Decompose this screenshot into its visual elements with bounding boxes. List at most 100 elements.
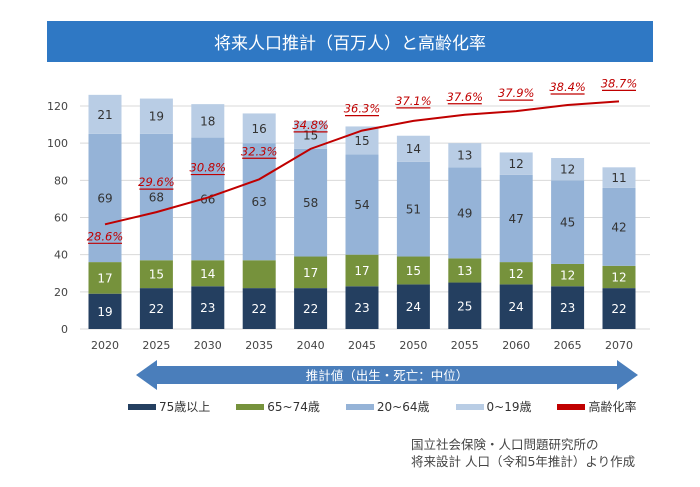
bar-data-label: 15	[354, 134, 369, 148]
bar-segment	[242, 143, 276, 261]
bar-segment	[345, 286, 379, 329]
x-tick-label: 2070	[605, 339, 633, 352]
bar-data-label: 15	[406, 264, 421, 278]
y-tick-label: 80	[54, 174, 68, 187]
line-data-label: 30.8%	[190, 161, 227, 175]
bar-segment	[294, 288, 328, 329]
bar-data-label: 17	[303, 266, 318, 280]
bar-data-label: 22	[149, 302, 164, 316]
bar-segment	[551, 263, 585, 287]
bar-segment	[448, 282, 482, 329]
bar-segment	[345, 154, 379, 255]
bar-data-label: 19	[149, 110, 164, 124]
line-data-label: 38.7%	[601, 76, 638, 90]
x-tick-label: 2020	[91, 339, 119, 352]
legend-item: 65~74歳	[236, 398, 320, 415]
bar-data-label: 22	[611, 302, 626, 316]
line-data-label: 28.6%	[87, 229, 124, 243]
bar-segment	[294, 148, 328, 257]
bar-segment	[191, 137, 225, 261]
x-tick-label: 2030	[194, 339, 222, 352]
bar-segment	[396, 256, 430, 285]
legend: 75歳以上 65~74歳 20~64歳 0~19歳 高齢化率	[128, 398, 636, 415]
x-tick-label: 2045	[348, 339, 376, 352]
bar-data-label: 11	[611, 171, 626, 185]
bar-data-label: 13	[457, 264, 472, 278]
y-tick-label: 60	[54, 212, 68, 225]
bar-data-label: 22	[303, 302, 318, 316]
bar-segment	[139, 260, 173, 289]
bar-data-label: 17	[354, 264, 369, 278]
x-tick-label: 2055	[451, 339, 479, 352]
bar-data-label: 25	[457, 299, 472, 313]
legend-item: 20~64歳	[345, 398, 430, 415]
x-tick-label: 2050	[399, 339, 427, 352]
bar-segment	[448, 143, 482, 168]
bar-segment	[396, 161, 430, 257]
legend-swatch	[128, 403, 156, 410]
bar-segment	[294, 256, 328, 289]
legend-swatch	[557, 403, 586, 410]
bar-data-label: 49	[457, 206, 472, 220]
bar-data-label: 24	[509, 300, 524, 314]
chart-title: 将来人口推計（百万人）と高齢化率	[47, 21, 653, 62]
line-data-label: 29.6%	[138, 175, 175, 189]
bar-segment	[88, 293, 122, 329]
bar-segment	[602, 265, 636, 289]
legend-label: 75歳以上	[159, 400, 211, 414]
bar-data-label: 69	[97, 191, 112, 205]
bar-data-label: 68	[149, 191, 164, 205]
bar-data-label: 18	[200, 114, 215, 128]
bar-data-label: 22	[252, 302, 267, 316]
bar-segment	[88, 262, 122, 294]
bar-segment	[602, 288, 636, 329]
line-data-label: 38.4%	[549, 80, 586, 94]
bar-segment	[499, 262, 533, 285]
bar-data-label: 42	[611, 220, 626, 234]
legend-swatch	[455, 403, 484, 410]
y-tick-label: 40	[54, 249, 68, 262]
bar-data-label: 24	[406, 300, 421, 314]
bar-data-label: 12	[509, 157, 524, 171]
legend-label: 高齢化率	[588, 400, 637, 414]
bar-data-label: 13	[457, 149, 472, 163]
bar-data-label: 51	[406, 203, 421, 217]
bar-data-label: 12	[560, 269, 575, 283]
legend-swatch	[236, 403, 265, 410]
source-line-1: 国立社会保険・人口問題研究所の	[411, 437, 599, 452]
bar-data-label: 23	[354, 301, 369, 315]
bar-data-label: 12	[560, 163, 575, 177]
bar-segment	[396, 135, 430, 162]
bar-data-label: 16	[252, 122, 267, 136]
bar-segment	[242, 288, 276, 329]
bar-data-label: 19	[97, 305, 112, 319]
bar-segment	[139, 288, 173, 329]
line-data-label: 32.3%	[241, 144, 278, 158]
y-tick-label: 120	[47, 100, 68, 113]
bar-segment	[602, 187, 636, 266]
line-data-label: 36.3%	[344, 102, 381, 116]
bar-segment	[242, 260, 276, 289]
bar-data-label: 47	[509, 212, 524, 226]
bar-data-label: 14	[200, 267, 215, 281]
line-data-label: 34.8%	[292, 118, 329, 132]
bar-data-label: 15	[149, 268, 164, 282]
bar-segment	[191, 286, 225, 329]
legend-label: 20~64歳	[376, 400, 430, 414]
x-tick-label: 2065	[554, 339, 582, 352]
bar-data-label: 17	[97, 271, 112, 285]
bar-segment	[191, 260, 225, 287]
bar-segment	[499, 174, 533, 263]
bar-data-label: 45	[560, 216, 575, 230]
bar-segment	[499, 284, 533, 329]
bar-segment	[345, 254, 379, 287]
bar-segment	[602, 167, 636, 188]
bar-segment	[551, 180, 585, 264]
arrow-label: 推計値（出生・死亡：中位）	[306, 368, 469, 383]
y-tick-label: 20	[54, 286, 68, 299]
bar-segment	[396, 284, 430, 329]
y-tick-label: 0	[61, 323, 68, 336]
bar-data-label: 21	[97, 108, 112, 122]
x-tick-label: 2040	[297, 339, 325, 352]
